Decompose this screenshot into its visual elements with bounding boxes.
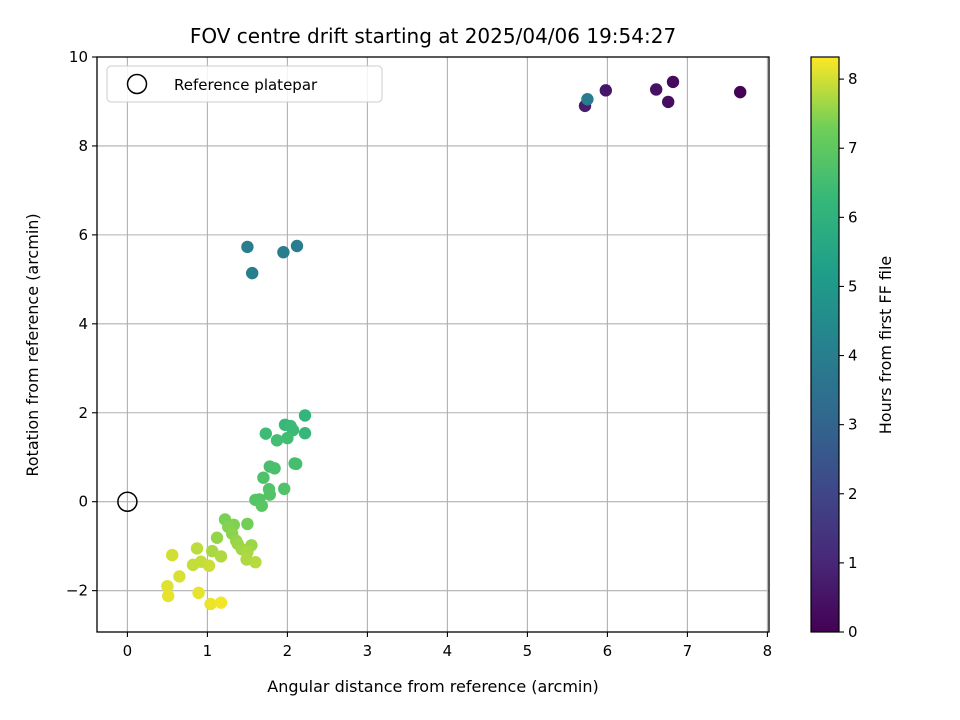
x-tick-label: 5 — [523, 642, 533, 660]
scatter-point — [599, 84, 612, 97]
scatter-point — [255, 499, 268, 512]
y-axis-title: Rotation from reference (arcmin) — [23, 213, 42, 476]
scatter-point — [270, 434, 284, 447]
legend-reference-marker — [126, 73, 148, 95]
scatter-point — [298, 427, 312, 440]
scatter-point — [166, 548, 179, 562]
x-tick-label: 7 — [683, 642, 693, 660]
scatter-point — [281, 431, 294, 445]
scatter-point — [246, 266, 259, 280]
x-tick-label: 4 — [443, 642, 453, 660]
scatter-point — [202, 559, 216, 572]
points-layer — [161, 75, 747, 611]
colorbar-tick-label: 3 — [848, 416, 858, 434]
y-tick-label: 8 — [78, 137, 88, 155]
scatter-point — [241, 240, 254, 254]
scatter-point — [662, 95, 675, 109]
scatter-point — [249, 555, 262, 569]
scatter-point — [214, 550, 228, 563]
scatter-point — [666, 75, 680, 89]
scatter-point — [263, 488, 276, 501]
scatter-point — [190, 542, 204, 555]
grid-layer — [97, 56, 769, 632]
y-tick-label: 10 — [69, 48, 88, 66]
scatter-point — [162, 589, 175, 603]
colorbar-title: Hours from first FF file — [876, 256, 895, 435]
scatter-point — [161, 579, 174, 593]
x-tick-label: 3 — [363, 642, 373, 660]
x-tick-label: 6 — [603, 642, 613, 660]
scatter-point — [650, 83, 663, 96]
colorbar-tick-label: 4 — [848, 347, 858, 365]
colorbar-tick-label: 0 — [848, 623, 858, 641]
scatter-point — [192, 586, 205, 600]
scatter-point — [278, 482, 291, 496]
scatter-point — [241, 517, 254, 531]
scatter-point — [173, 570, 186, 583]
reference-layer — [117, 491, 138, 512]
colorbar-tick-label: 6 — [848, 208, 858, 226]
x-axis-title: Angular distance from reference (arcmin) — [267, 677, 598, 696]
scatter-point — [214, 596, 228, 609]
legend: Reference platepar — [106, 65, 383, 103]
y-tick-label: 0 — [78, 493, 88, 511]
y-axis-ticks: −2 0 2 4 6 8 10 — [66, 48, 97, 600]
colorbar-tick-label: 8 — [848, 70, 858, 88]
x-tick-label: 8 — [763, 642, 773, 660]
x-tick-label: 0 — [123, 642, 133, 660]
colorbar: 0 1 2 3 4 5 6 7 8 Hours from first FF file — [810, 56, 895, 641]
x-axis-ticks: 0 1 2 3 4 5 6 7 8 — [123, 632, 773, 660]
colorbar-tick-label: 7 — [848, 139, 858, 157]
y-tick-label: 6 — [78, 226, 88, 244]
scatter-point — [259, 427, 272, 440]
scatter-point — [277, 246, 290, 259]
scatter-point — [581, 93, 594, 106]
plot-frame — [96, 56, 770, 633]
legend-box — [106, 65, 383, 103]
colorbar-gradient — [810, 56, 840, 633]
colorbar-tick-label: 1 — [848, 554, 858, 572]
colorbar-ticks: 0 1 2 3 4 5 6 7 8 — [839, 70, 858, 641]
y-tick-label: 2 — [78, 404, 88, 422]
scatter-point — [290, 239, 304, 253]
scatter-point — [290, 457, 303, 471]
colorbar-tick-label: 2 — [848, 485, 858, 503]
scatter-point — [210, 531, 224, 544]
scatter-point — [268, 462, 281, 475]
scatter-point — [734, 85, 747, 99]
scatter-point — [186, 558, 200, 572]
reference-platepar-marker — [117, 491, 138, 512]
x-tick-label: 2 — [283, 642, 293, 660]
x-tick-label: 1 — [203, 642, 213, 660]
colorbar-tick-label: 5 — [848, 277, 858, 295]
chart-title: FOV centre drift starting at 2025/04/06 … — [190, 24, 676, 48]
y-tick-label: 4 — [78, 315, 88, 333]
y-tick-label: −2 — [66, 582, 88, 600]
scatter-point — [204, 597, 217, 611]
scatter-point — [257, 471, 270, 484]
scatter-point — [298, 409, 312, 422]
legend-label-reference: Reference platepar — [174, 76, 318, 94]
